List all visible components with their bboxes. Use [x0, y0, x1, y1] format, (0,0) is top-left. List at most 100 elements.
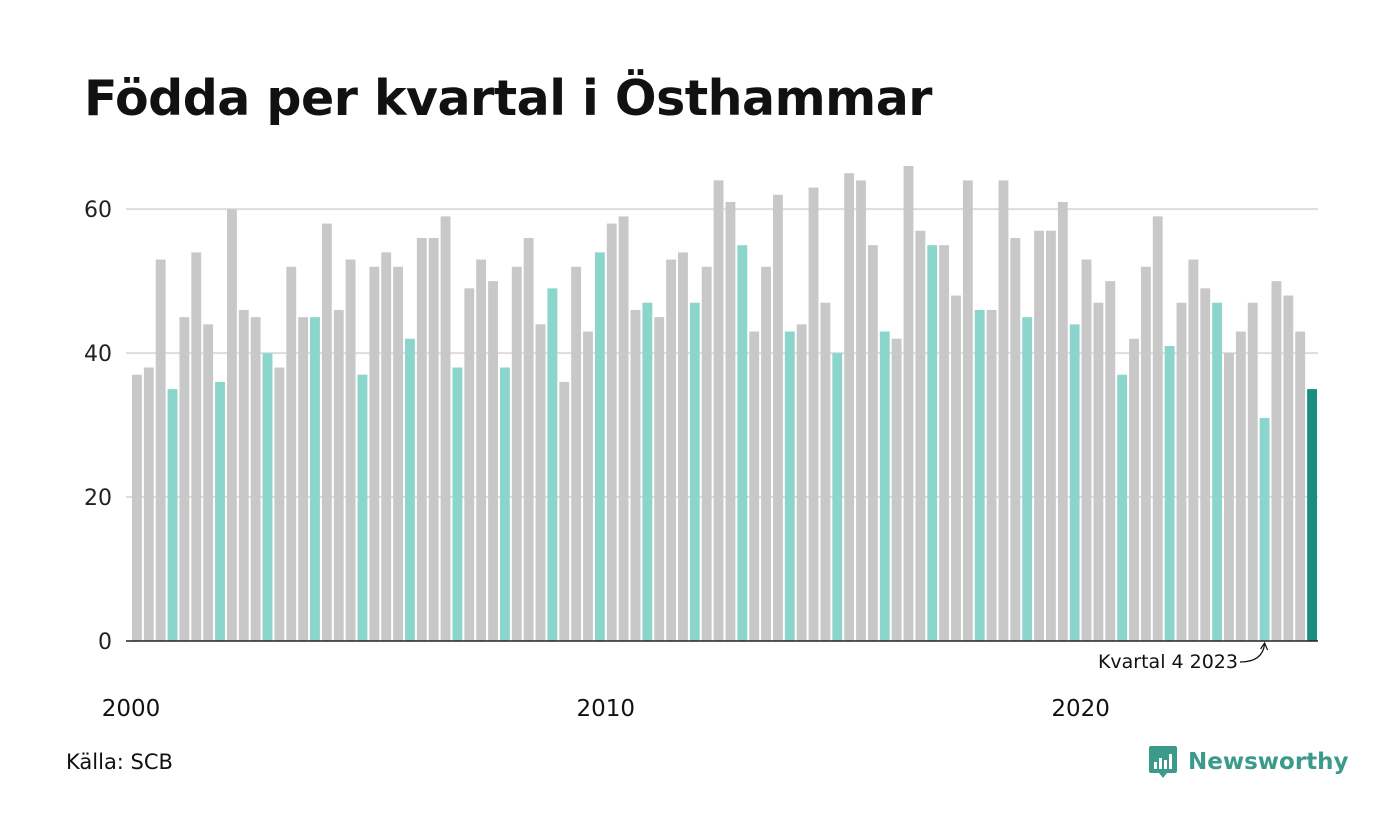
- bar: [594, 252, 605, 642]
- bar: [345, 259, 356, 641]
- bar: [903, 166, 914, 641]
- bar: [1081, 259, 1092, 641]
- bar: [381, 252, 392, 642]
- bar: [547, 288, 558, 641]
- bar: [155, 259, 166, 641]
- bar: [772, 194, 783, 642]
- bar: [440, 216, 451, 641]
- bar: [1117, 374, 1128, 641]
- bar: [642, 302, 653, 641]
- bar: [226, 209, 237, 641]
- bar: [321, 223, 332, 641]
- bar: [1259, 417, 1270, 641]
- bar: [749, 331, 760, 641]
- bar: [1283, 295, 1294, 641]
- bar: [132, 374, 142, 641]
- bar: [1295, 331, 1306, 641]
- bar: [867, 245, 878, 642]
- bar: [1034, 230, 1044, 641]
- bar: [891, 338, 902, 641]
- bar: [250, 317, 261, 641]
- x-tick-label: 2020: [1051, 696, 1110, 722]
- bar: [357, 374, 368, 641]
- bar: [1164, 345, 1175, 641]
- bar: [428, 237, 439, 641]
- bar: [559, 381, 570, 641]
- bar: [511, 266, 522, 641]
- bar: [927, 245, 938, 642]
- x-tick-label: 2000: [102, 696, 161, 722]
- bar: [1212, 302, 1223, 641]
- bar: [630, 309, 641, 641]
- bar: [1247, 302, 1258, 641]
- bar: [1022, 317, 1033, 641]
- bar: [1188, 259, 1199, 641]
- annotation-arrowhead: [1260, 641, 1269, 651]
- brand-name: Newsworthy: [1188, 749, 1349, 775]
- bar: [1057, 201, 1068, 642]
- annotation-arrow: [1239, 643, 1266, 663]
- bar: [784, 331, 795, 641]
- bar: [1140, 266, 1151, 641]
- source-text: Källa: SCB: [66, 750, 173, 774]
- bar: [915, 230, 926, 641]
- brand-logo[interactable]: Newsworthy: [1148, 744, 1349, 780]
- bar: [369, 266, 380, 641]
- bar: [215, 381, 225, 641]
- bar: [333, 309, 344, 641]
- bar: [310, 317, 320, 641]
- y-tick-label: 20: [84, 486, 112, 511]
- bar: [1235, 331, 1246, 641]
- bar: [167, 389, 178, 641]
- bar: [393, 266, 404, 641]
- axes: 0 20 40 60 2000 2010 2020: [84, 198, 1318, 722]
- bar: [464, 288, 475, 641]
- bar: [678, 252, 688, 642]
- x-tick-label: 2010: [577, 696, 636, 722]
- bar: [535, 324, 546, 641]
- bar: [499, 367, 510, 641]
- bar: [606, 223, 617, 641]
- bar: [974, 309, 985, 641]
- bars: [132, 166, 1317, 642]
- annotation-label: Kvartal 4 2023: [1098, 651, 1238, 673]
- bar: [1105, 281, 1116, 641]
- bar: [618, 216, 629, 641]
- bar: [808, 187, 819, 641]
- bar: [820, 302, 831, 641]
- bar: [274, 367, 285, 641]
- chart-title: Födda per kvartal i Östhammar: [84, 70, 932, 127]
- bar: [1045, 230, 1056, 641]
- bar: [939, 245, 950, 642]
- bar: [1307, 389, 1317, 641]
- bar: [962, 180, 973, 641]
- bar: [951, 295, 961, 641]
- bar: [796, 324, 807, 641]
- bar: [583, 331, 593, 641]
- bar: [844, 173, 855, 641]
- bar: [286, 266, 297, 641]
- y-tick-label: 0: [98, 630, 112, 655]
- bar: [713, 180, 724, 641]
- bar: [666, 259, 677, 641]
- bar: [761, 266, 771, 641]
- bar: [1176, 302, 1187, 641]
- newsworthy-icon: [1149, 746, 1177, 778]
- y-tick-label: 40: [84, 342, 112, 367]
- bar: [179, 317, 190, 641]
- bar: [856, 180, 866, 641]
- bar: [832, 353, 843, 641]
- bar: [238, 309, 249, 641]
- bar: [262, 353, 273, 641]
- bar: [1271, 281, 1282, 641]
- bar: [1069, 324, 1080, 641]
- bar: [203, 324, 214, 641]
- y-tick-label: 60: [84, 198, 112, 223]
- bar: [571, 266, 582, 641]
- bar: [143, 367, 154, 641]
- bar: [1152, 216, 1163, 641]
- bar: [701, 266, 712, 641]
- bar: [654, 317, 665, 641]
- bar: [689, 302, 700, 641]
